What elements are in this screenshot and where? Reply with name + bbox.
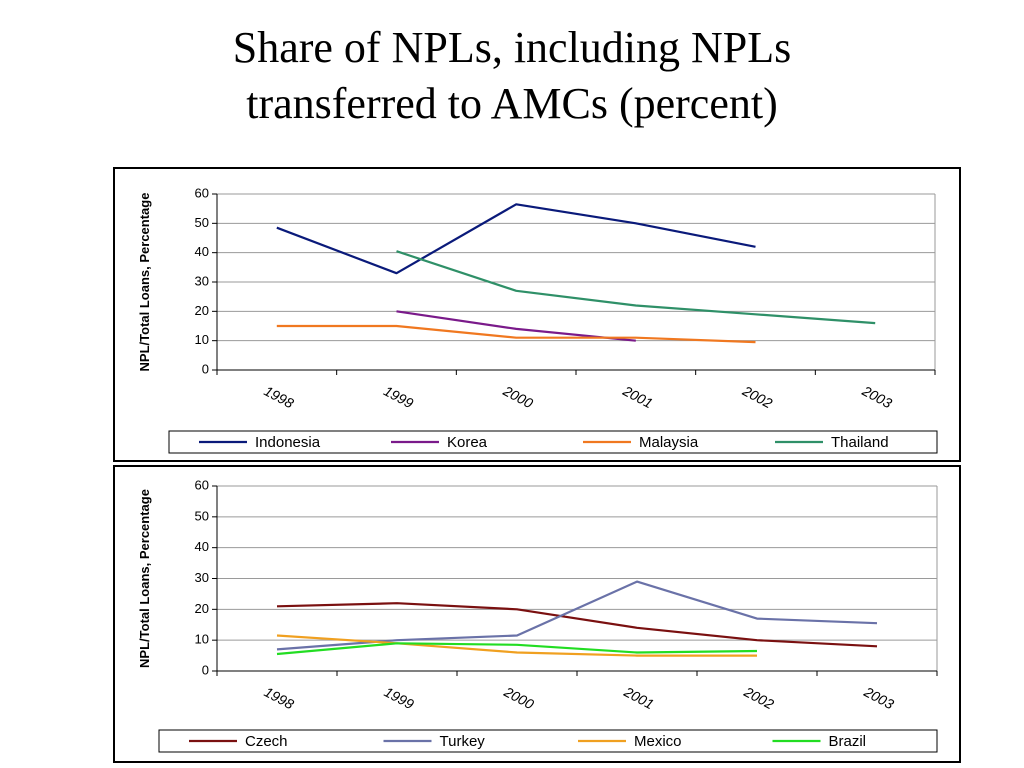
legend-label-malaysia: Malaysia — [639, 434, 699, 451]
series-line-indonesia — [276, 203, 756, 275]
legend-label-mexico: Mexico — [634, 733, 682, 750]
y-tick-label: 50 — [195, 508, 209, 523]
legend: Indonesia Korea Malaysia Thailand — [168, 430, 938, 454]
series-line-thailand — [396, 250, 876, 325]
x-tick-label: 1998 — [261, 383, 296, 412]
x-tick-label: 2002 — [741, 683, 777, 712]
x-tick-label: 2002 — [739, 382, 775, 411]
y-tick-label: 50 — [195, 215, 209, 230]
legend: Czech Turkey Mexico Brazil — [158, 729, 938, 753]
y-tick-label: 30 — [195, 273, 209, 288]
x-tick-label: 2001 — [620, 382, 656, 411]
chart-panel-emerging: 0 10 20 30 40 50 60 1998 1999 2000 2001 2002 2003 NPL… — [113, 465, 961, 763]
slide-title: Share of NPLs, including NPLs transferre… — [0, 20, 1024, 132]
series-line-korea — [396, 310, 636, 342]
x-tick-label: 2001 — [621, 683, 657, 712]
legend-label-indonesia: Indonesia — [255, 434, 321, 451]
series-line-turkey — [276, 580, 878, 651]
y-tick-label: 40 — [195, 539, 209, 554]
y-tick-label: 20 — [195, 303, 209, 318]
x-tick-label: 1999 — [382, 684, 417, 713]
x-tick-label: 2003 — [861, 683, 897, 712]
x-tick-label: 1998 — [262, 684, 297, 713]
y-axis-label: NPL/Total Loans, Percentage — [137, 489, 152, 668]
series-line-brazil — [276, 642, 758, 656]
y-tick-label: 30 — [195, 570, 209, 585]
legend-label-korea: Korea — [447, 434, 488, 451]
y-tick-label: 60 — [195, 185, 209, 200]
legend-label-thailand: Thailand — [831, 434, 889, 451]
legend-box — [168, 430, 938, 454]
x-tick-label: 2003 — [859, 382, 895, 411]
y-tick-label: 10 — [195, 332, 209, 347]
legend-label-czech: Czech — [245, 733, 288, 750]
chart-emerging-svg: 0 10 20 30 40 50 60 1998 1999 2000 2001 2002 2003 NPL… — [137, 477, 938, 753]
chart-asia-svg: 0 10 20 30 40 50 60 1998 1999 2000 2001 2002 2003 NPL… — [137, 185, 938, 454]
slide-title-line-2: transferred to AMCs (percent) — [246, 79, 778, 128]
x-tick-label: 2000 — [500, 382, 536, 411]
legend-label-brazil: Brazil — [829, 733, 867, 750]
y-tick-label: 0 — [202, 361, 209, 376]
legend-label-turkey: Turkey — [440, 733, 486, 750]
series-line-czech — [276, 602, 878, 648]
x-tick-label: 1999 — [381, 383, 416, 412]
series-line-mexico — [276, 634, 757, 657]
y-tick-label: 60 — [195, 477, 209, 492]
series-line-malaysia — [276, 324, 756, 344]
y-axis-label: NPL/Total Loans, Percentage — [137, 193, 152, 372]
x-tick-label: 2000 — [501, 683, 537, 712]
y-tick-label: 10 — [195, 632, 209, 647]
slide-title-line-1: Share of NPLs, including NPLs — [232, 23, 792, 72]
y-tick-label: 0 — [202, 662, 209, 677]
legend-box — [158, 729, 938, 753]
y-tick-label: 20 — [195, 601, 209, 616]
y-tick-label: 40 — [195, 244, 209, 259]
chart-panel-asia: 0 10 20 30 40 50 60 1998 1999 2000 2001 2002 2003 NPL… — [113, 167, 961, 462]
